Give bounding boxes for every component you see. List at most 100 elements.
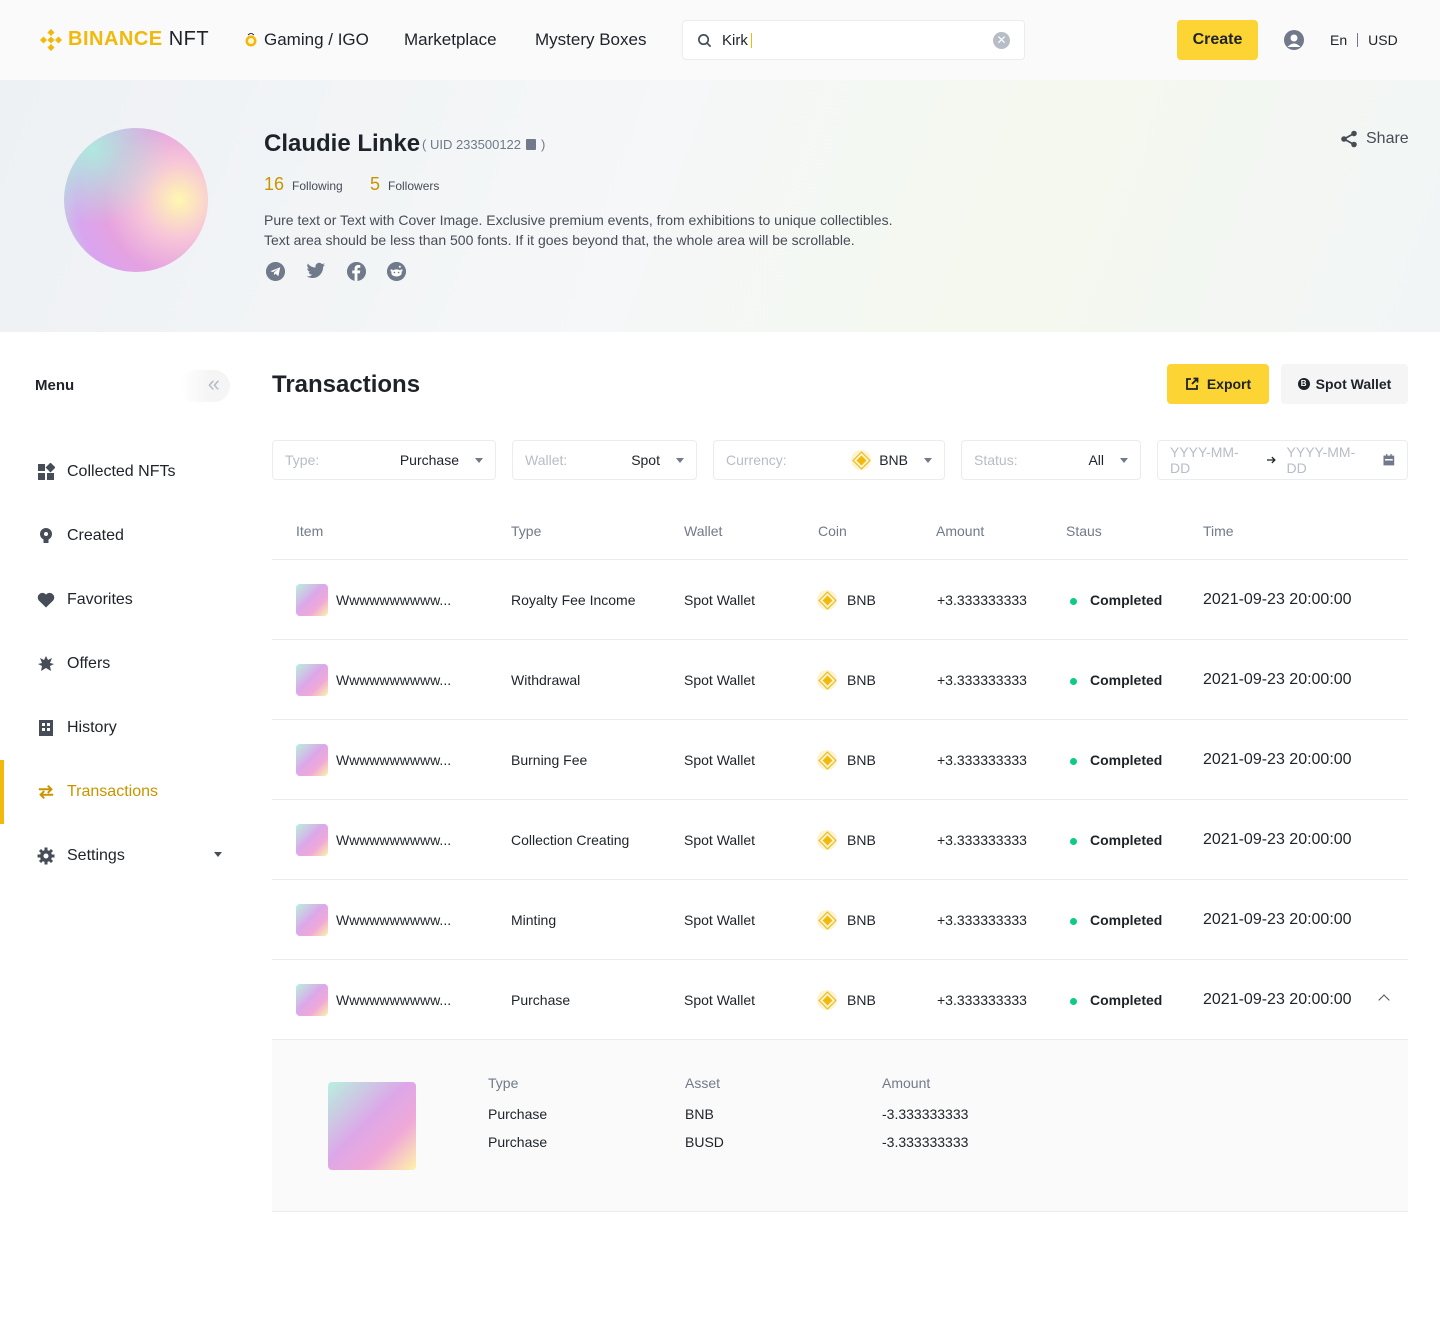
row-wallet: Spot Wallet xyxy=(684,992,756,1008)
sidebar-item-collected-nfts[interactable]: Collected NFTs xyxy=(0,440,240,504)
table-row-expanded[interactable]: Wwwwwwwwww... Purchase Spot Wallet BNB +… xyxy=(272,960,1408,1040)
table-row[interactable]: Wwwwwwwwww... Withdrawal Spot Wallet BNB… xyxy=(272,640,1408,720)
telegram-icon[interactable] xyxy=(266,262,285,281)
profile-uid: ( UID 233500122 ) xyxy=(422,137,545,152)
followers-label: Followers xyxy=(388,179,440,193)
text-caret xyxy=(750,32,753,48)
bulb-icon xyxy=(37,527,55,545)
create-button[interactable]: Create xyxy=(1177,20,1258,60)
row-amount: +3.333333333 xyxy=(937,592,1027,608)
nav-mystery-boxes[interactable]: Mystery Boxes xyxy=(535,30,647,49)
nft-thumbnail xyxy=(296,664,328,696)
column-header-type: Type xyxy=(511,523,542,539)
facebook-icon[interactable] xyxy=(347,262,366,281)
igo-coin-icon xyxy=(245,33,257,47)
heart-icon xyxy=(37,591,55,609)
profile-name: Claudie Linke xyxy=(264,130,421,157)
transfer-icon xyxy=(37,783,55,801)
twitter-icon[interactable] xyxy=(306,262,326,281)
followers-stat[interactable]: 5 Followers xyxy=(370,174,439,195)
sidebar-item-settings[interactable]: Settings xyxy=(0,824,240,888)
detail-header-amount: Amount xyxy=(882,1075,931,1091)
nft-detail-thumbnail xyxy=(328,1082,416,1170)
row-status: Completed xyxy=(1070,912,1162,928)
sidebar-item-label: Collected NFTs xyxy=(67,463,176,480)
row-amount: +3.333333333 xyxy=(937,832,1027,848)
user-account-icon[interactable] xyxy=(1284,30,1304,50)
currency-filter-select[interactable]: Currency: BNB xyxy=(713,440,945,480)
table-row[interactable]: Wwwwwwwwww... Collection Creating Spot W… xyxy=(272,800,1408,880)
currency-label[interactable]: USD xyxy=(1368,32,1398,48)
wallet-filter-label: Wallet: xyxy=(525,452,568,468)
following-stat[interactable]: 16 Following xyxy=(264,174,343,195)
row-status-label: Completed xyxy=(1090,592,1163,608)
caret-down-icon xyxy=(676,457,684,463)
table-header-divider xyxy=(272,559,1408,560)
row-time: 2021-09-23 20:00:00 xyxy=(1203,751,1352,768)
bnb-coin-icon xyxy=(817,910,837,930)
spot-wallet-label: Spot Wallet xyxy=(1315,376,1392,392)
column-header-coin: Coin xyxy=(818,523,847,539)
search-icon xyxy=(698,33,712,47)
row-coin-label: BNB xyxy=(847,832,876,848)
date-start-input[interactable]: YYYY-MM-DD xyxy=(1170,444,1239,476)
bnb-coin-icon xyxy=(817,590,837,610)
language-currency-switch[interactable]: En USD xyxy=(1330,32,1398,48)
offers-icon xyxy=(37,655,55,673)
chevron-up-icon[interactable] xyxy=(1378,994,1390,1006)
sidebar-item-offers[interactable]: Offers xyxy=(0,632,240,696)
currency-filter-label: Currency: xyxy=(726,452,787,468)
column-header-time: Time xyxy=(1203,523,1234,539)
page-title: Transactions xyxy=(272,371,421,398)
logo-brand-text: BINANCE xyxy=(68,28,163,50)
binance-logo-icon xyxy=(40,28,62,51)
wallet-filter-select[interactable]: Wallet: Spot xyxy=(512,440,697,480)
type-filter-select[interactable]: Type: Purchase xyxy=(272,440,496,480)
bnb-coin-icon xyxy=(851,450,872,470)
sidebar-item-history[interactable]: History xyxy=(0,696,240,760)
row-type: Collection Creating xyxy=(511,832,630,848)
date-range-picker[interactable]: YYYY-MM-DD YYYY-MM-DD xyxy=(1157,440,1408,480)
detail-row-type: Purchase xyxy=(488,1106,548,1122)
row-amount: +3.333333333 xyxy=(937,992,1027,1008)
row-type: Purchase xyxy=(511,992,571,1008)
sidebar-item-label: Created xyxy=(67,527,124,544)
nav-gaming-igo[interactable]: Gaming / IGO xyxy=(244,30,369,50)
row-status: Completed xyxy=(1070,832,1162,848)
bnb-coin-icon xyxy=(817,750,837,770)
copy-icon[interactable] xyxy=(526,139,537,150)
share-label: Share xyxy=(1366,130,1409,147)
row-wallet: Spot Wallet xyxy=(684,592,756,608)
binance-nft-logo[interactable]: BINANCE NFT xyxy=(40,28,209,51)
reddit-icon[interactable] xyxy=(387,262,406,281)
date-end-input[interactable]: YYYY-MM-DD xyxy=(1286,444,1356,476)
clear-search-icon[interactable]: ✕ xyxy=(993,32,1010,49)
language-label[interactable]: En xyxy=(1330,32,1348,48)
row-coin-label: BNB xyxy=(847,592,876,608)
spot-wallet-button[interactable]: B Spot Wallet xyxy=(1281,364,1408,404)
row-item-name: Wwwwwwwwww... xyxy=(336,832,452,848)
sidebar-item-favorites[interactable]: Favorites xyxy=(0,568,240,632)
bnb-coin-icon xyxy=(817,830,837,850)
caret-down-icon xyxy=(475,457,483,463)
export-button[interactable]: Export xyxy=(1167,364,1269,404)
sidebar-item-transactions[interactable]: Transactions xyxy=(0,760,240,824)
nft-thumbnail xyxy=(296,904,328,936)
status-dot xyxy=(1070,677,1077,685)
row-coin: BNB xyxy=(817,590,876,610)
table-row[interactable]: Wwwwwwwwww... Minting Spot Wallet BNB +3… xyxy=(272,880,1408,960)
sidebar-item-created[interactable]: Created xyxy=(0,504,240,568)
table-row[interactable]: Wwwwwwwwww... Burning Fee Spot Wallet BN… xyxy=(272,720,1408,800)
row-coin: BNB xyxy=(817,670,876,690)
table-row[interactable]: Wwwwwwwwww... Royalty Fee Income Spot Wa… xyxy=(272,560,1408,640)
calendar-icon[interactable] xyxy=(1383,454,1395,466)
nav-marketplace[interactable]: Marketplace xyxy=(404,30,497,49)
bio-line-1: Pure text or Text with Cover Image. Excl… xyxy=(264,212,893,228)
row-coin: BNB xyxy=(817,830,876,850)
caret-down-icon xyxy=(924,457,932,463)
collapse-menu-button[interactable]: « xyxy=(180,370,230,402)
share-button[interactable]: Share xyxy=(1340,130,1409,148)
row-type: Burning Fee xyxy=(511,752,588,768)
status-filter-select[interactable]: Status: All xyxy=(961,440,1141,480)
search-input[interactable]: Kirk ✕ xyxy=(682,20,1025,60)
